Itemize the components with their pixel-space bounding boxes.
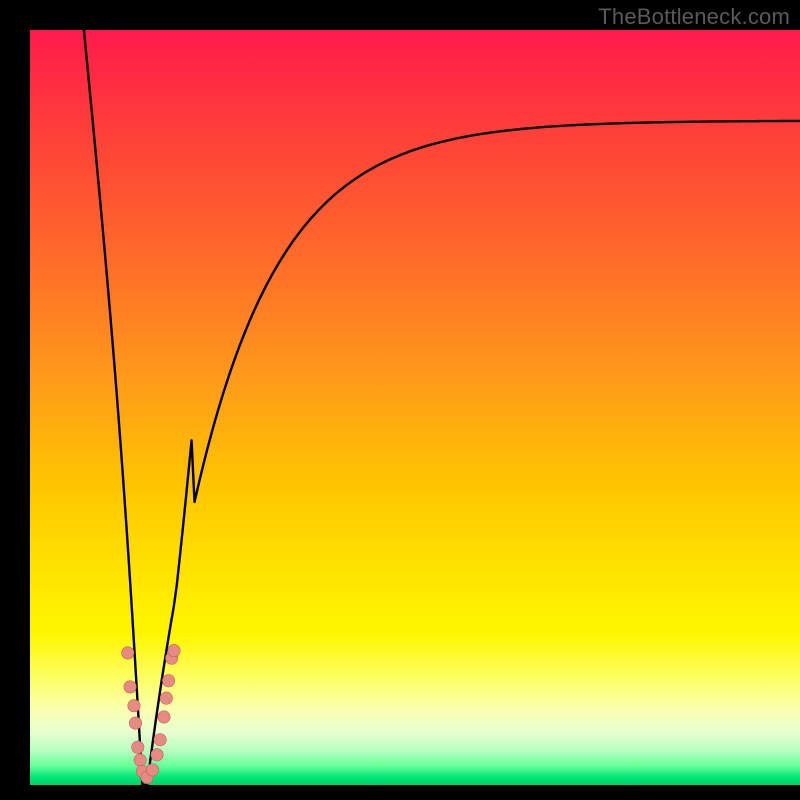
figure-outer: TheBottleneck.com [0,0,800,800]
curve-layer [30,30,800,785]
data-marker [129,717,141,729]
watermark-text: TheBottleneck.com [598,4,790,30]
plot-area [30,30,800,785]
data-marker [168,644,180,656]
bottleneck-curve [84,30,800,785]
data-marker [124,681,136,693]
data-marker [154,734,166,746]
data-marker [122,647,134,659]
data-marker [128,700,140,712]
data-marker [158,711,170,723]
data-marker [134,754,146,766]
data-marker [160,692,172,704]
data-marker [146,764,158,776]
data-marker [162,675,174,687]
data-marker [151,749,163,761]
data-marker [132,741,144,753]
